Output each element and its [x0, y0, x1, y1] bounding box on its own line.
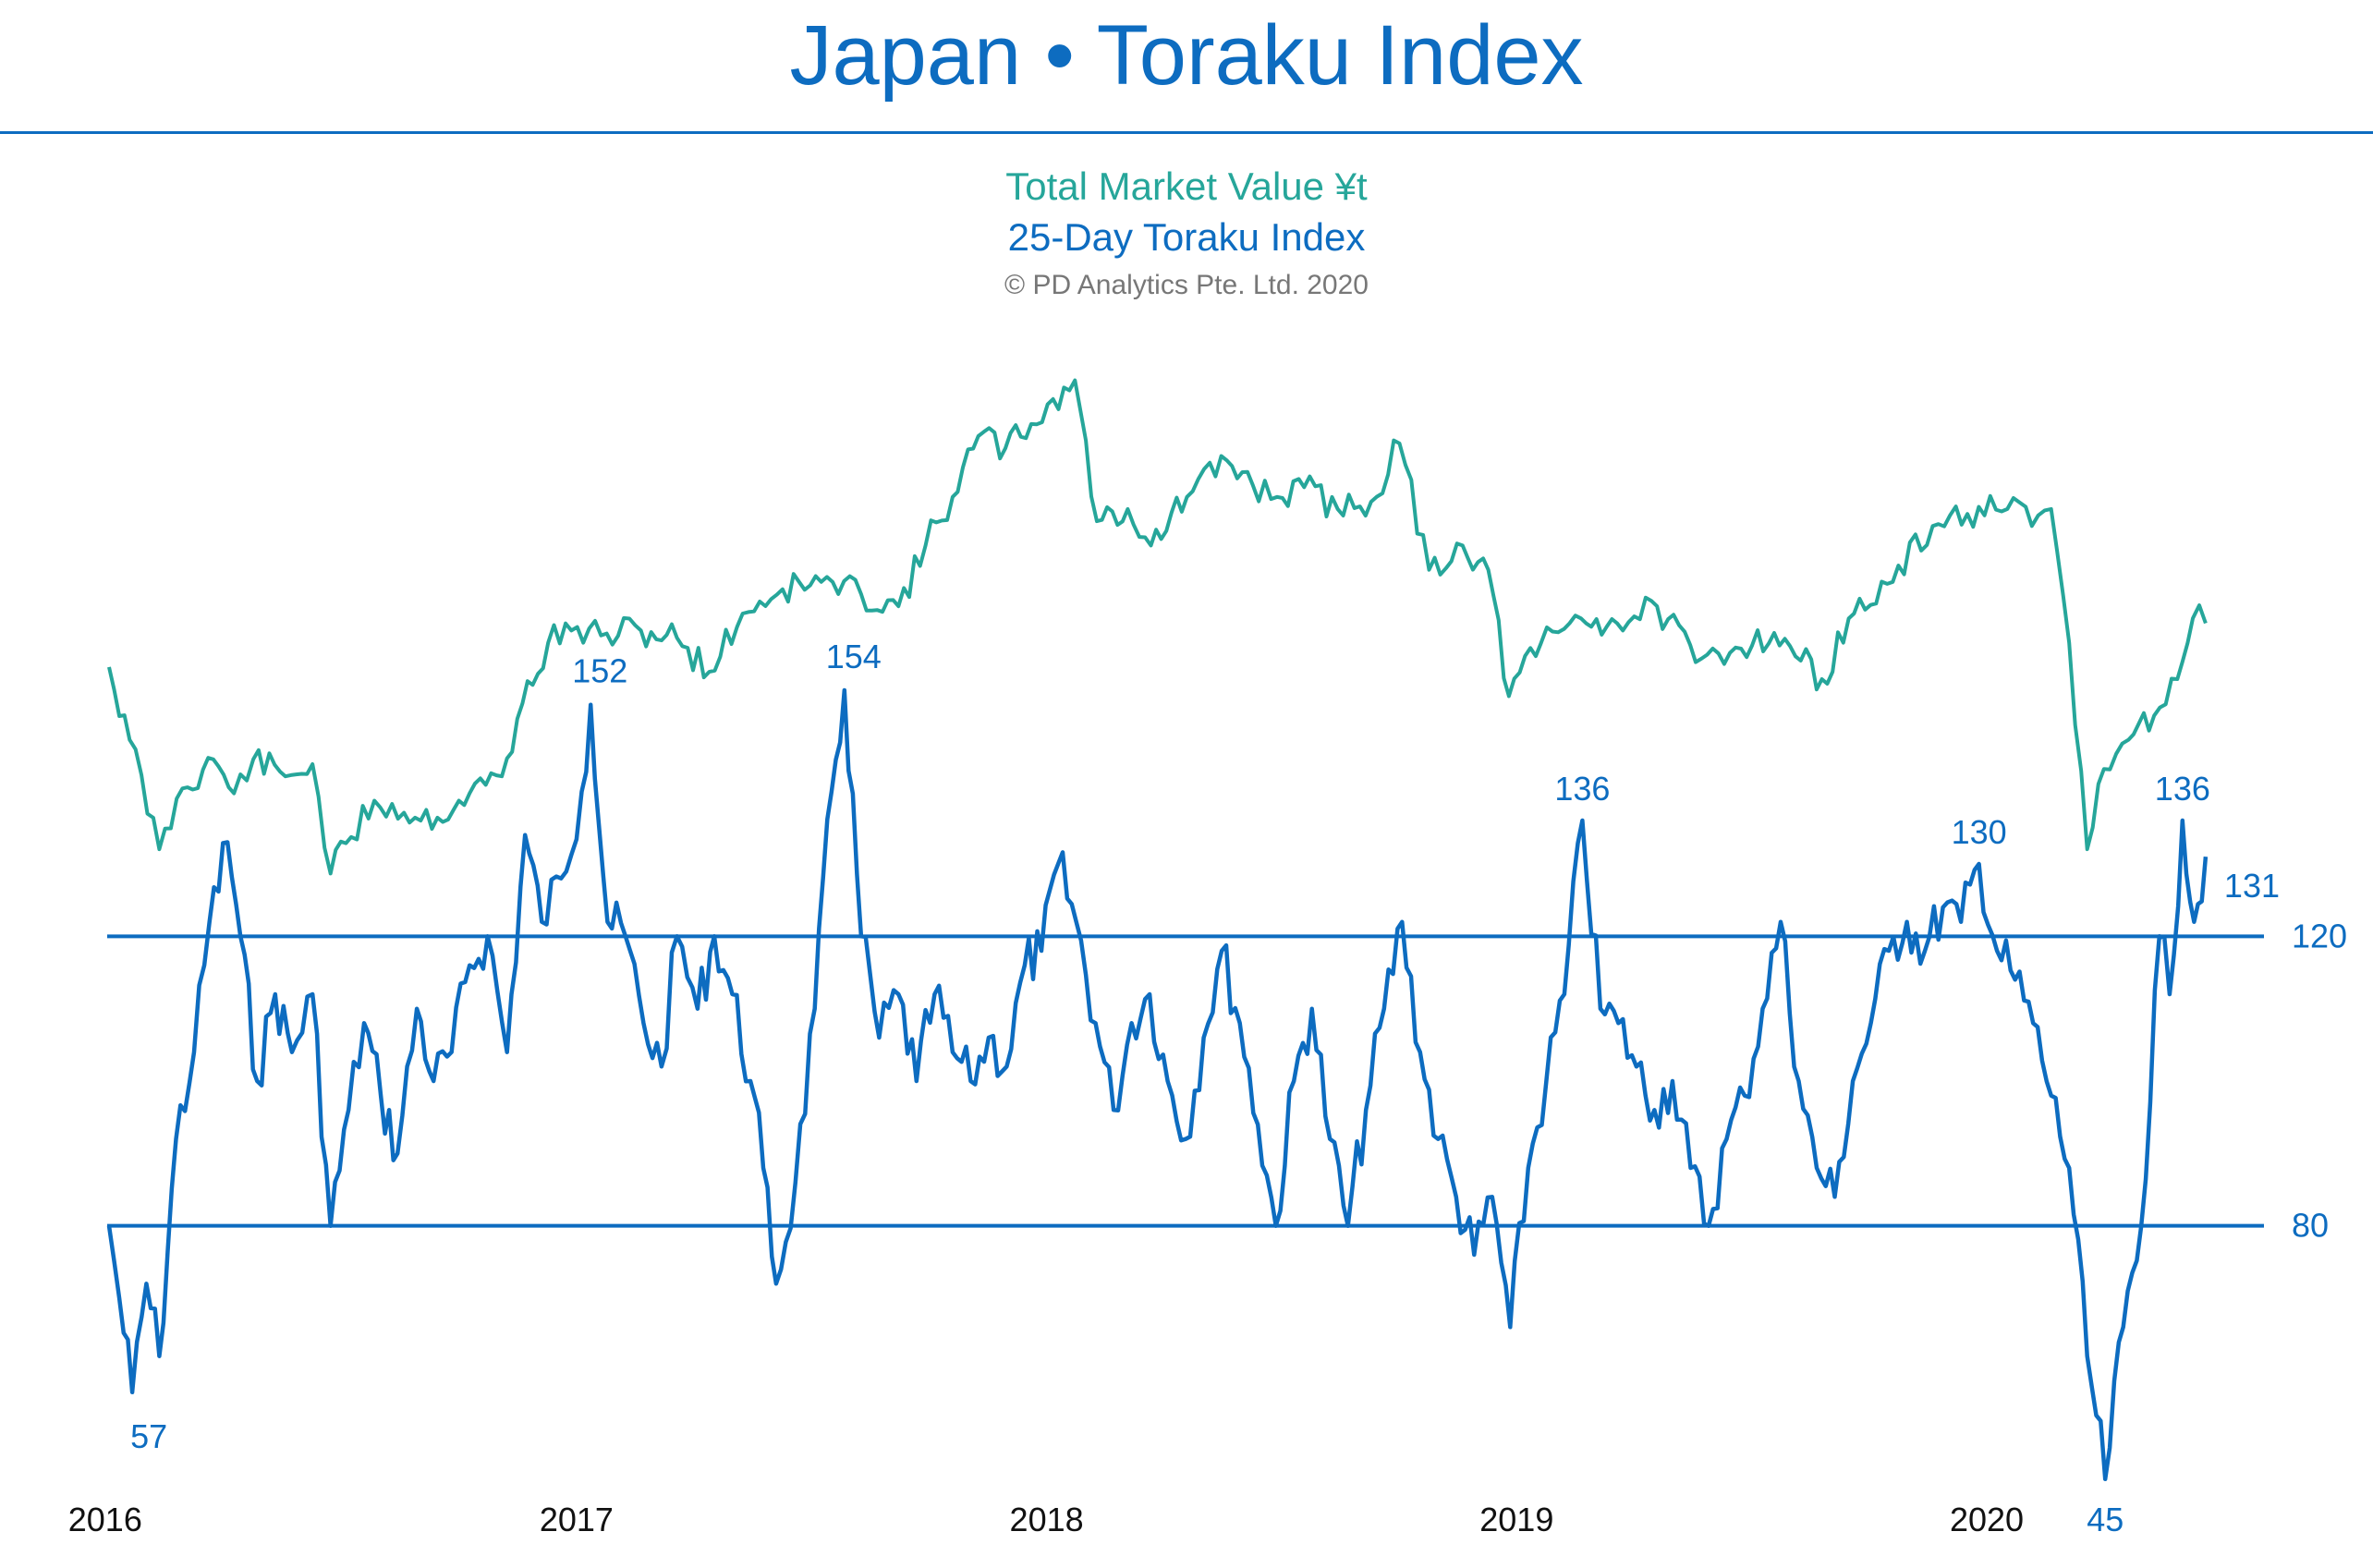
annotation-layer: 57 152 154 136 130 45 136 131	[130, 638, 2280, 1538]
annotation-57-0: 57	[130, 1417, 167, 1455]
series-layer	[106, 378, 2209, 1482]
annotation-154-2: 154	[826, 638, 882, 675]
annotation-130-4: 130	[1952, 813, 2007, 851]
reference-label-80: 80	[2292, 1207, 2329, 1245]
annotation-136-3: 136	[1554, 770, 1610, 808]
x-tick-2019: 2019	[1479, 1501, 1553, 1538]
title-divider	[0, 131, 2373, 134]
legend-toraku: 25-Day Toraku Index	[1007, 215, 1366, 259]
annotation-136-6: 136	[2155, 770, 2210, 808]
x-tick-2016: 2016	[68, 1501, 142, 1538]
x-tick-2017: 2017	[540, 1501, 614, 1538]
annotation-45-5: 45	[2087, 1501, 2124, 1538]
annotation-152-1: 152	[572, 652, 627, 690]
x-tick-2020: 2020	[1950, 1501, 2024, 1538]
reference-label-120: 120	[2292, 917, 2347, 954]
annotation-131-7: 131	[2224, 867, 2280, 905]
x-tick-2018: 2018	[1010, 1501, 1084, 1538]
page-title: Japan • Toraku Index	[789, 8, 1584, 103]
legend-market-value: Total Market Value ¥t	[1005, 164, 1368, 208]
series-line-market-value	[107, 378, 2208, 876]
copyright-note: © PD Analytics Pte. Ltd. 2020	[1004, 270, 1369, 300]
series-line-toraku	[106, 687, 2209, 1482]
x-axis: 2016 2017 2018 2019 2020	[68, 1501, 2024, 1538]
